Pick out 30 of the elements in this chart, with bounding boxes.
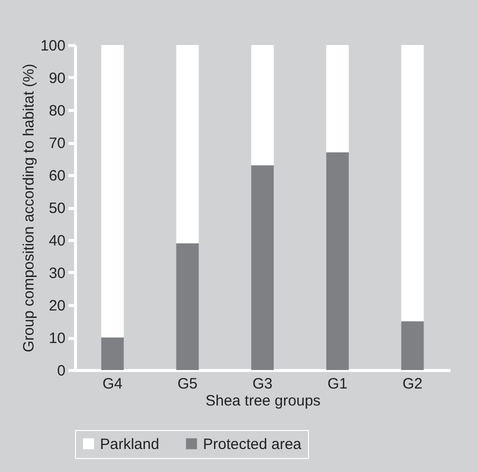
y-tick-label: 0 bbox=[57, 362, 66, 380]
y-tick-label: 100 bbox=[40, 38, 66, 54]
bar bbox=[176, 243, 199, 370]
bar bbox=[401, 45, 424, 322]
x-tick-label: G4 bbox=[102, 376, 123, 392]
y-tick-label: 90 bbox=[48, 70, 66, 87]
y-tick-label: 60 bbox=[48, 168, 66, 184]
bar bbox=[101, 338, 124, 370]
x-tick-label: G2 bbox=[402, 376, 423, 392]
y-tick-label: 30 bbox=[48, 265, 66, 282]
legend-label: Parkland bbox=[100, 436, 160, 453]
x-axis-title: Shea tree groups bbox=[205, 392, 321, 410]
bar bbox=[101, 45, 124, 338]
legend-label: Protected area bbox=[203, 436, 302, 453]
x-tick-label: G5 bbox=[177, 376, 198, 392]
y-tick-label: 50 bbox=[48, 200, 66, 217]
y-tick-label: 80 bbox=[48, 102, 66, 120]
bar bbox=[326, 152, 349, 370]
bar bbox=[176, 45, 199, 244]
bar bbox=[251, 45, 274, 166]
y-tick-label: 40 bbox=[48, 232, 66, 250]
x-tick-label: G3 bbox=[252, 376, 273, 392]
x-tick-label: G1 bbox=[327, 376, 348, 392]
y-tick-label: 70 bbox=[48, 135, 66, 152]
bar bbox=[401, 321, 424, 370]
y-tick-label: 10 bbox=[48, 330, 66, 347]
y-axis-title: Group composition according to habitat (%) bbox=[20, 64, 38, 352]
bar bbox=[326, 45, 349, 152]
bar bbox=[251, 165, 274, 370]
y-tick-label: 20 bbox=[48, 298, 66, 314]
